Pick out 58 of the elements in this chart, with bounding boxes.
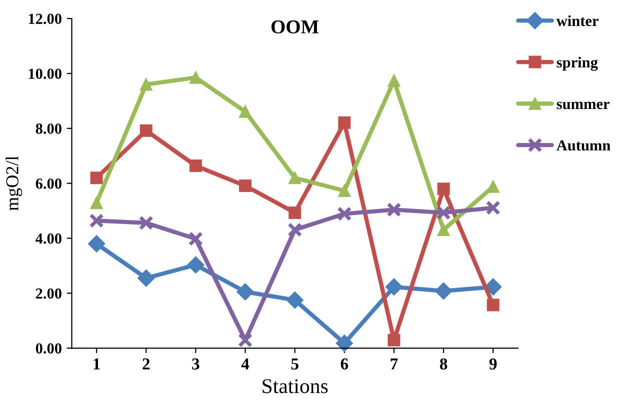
point <box>336 334 353 352</box>
point <box>437 182 450 196</box>
point <box>238 332 253 348</box>
point <box>435 282 452 300</box>
point <box>338 116 351 129</box>
point <box>338 184 351 198</box>
x-tick-label: 8 <box>440 358 448 370</box>
point <box>90 172 103 184</box>
point <box>486 200 500 216</box>
point <box>437 224 450 236</box>
legend-label: summer <box>556 102 610 110</box>
point <box>189 160 202 172</box>
y-tick-label: 8.00 <box>36 124 62 134</box>
x-tick-label: 1 <box>94 358 100 370</box>
point <box>189 71 202 84</box>
y-tick-label: 4.00 <box>36 233 62 244</box>
y-tick-label: 10.00 <box>28 68 62 79</box>
y-axis-title: mgO2/l <box>6 156 22 211</box>
point <box>388 74 400 87</box>
legend-label: Autumn <box>556 140 610 151</box>
point <box>140 124 152 137</box>
point <box>484 278 502 296</box>
point <box>138 270 155 287</box>
point <box>239 105 252 118</box>
point <box>88 235 106 252</box>
point <box>486 298 500 312</box>
legend-label: winter <box>556 15 598 26</box>
point <box>187 256 204 274</box>
point <box>138 216 154 230</box>
x-tick-label: 2 <box>142 358 150 370</box>
point <box>89 213 104 228</box>
point <box>288 206 302 219</box>
y-tick-label: 12.00 <box>28 14 62 24</box>
point <box>239 180 252 192</box>
point <box>286 292 304 309</box>
x-tick-label: 6 <box>340 358 348 370</box>
point <box>337 206 352 222</box>
point <box>140 78 152 91</box>
y-tick-label: 0.00 <box>36 343 62 354</box>
x-tick-label: 4 <box>241 358 250 370</box>
x-tick-label: 5 <box>291 358 298 370</box>
x-tick-label: 3 <box>192 358 200 370</box>
x-axis-title: Stations <box>262 379 328 394</box>
point <box>90 196 103 210</box>
chart-title: OOM <box>271 20 319 34</box>
point <box>436 205 451 220</box>
y-tick-label: 2.00 <box>36 288 62 299</box>
point <box>288 222 302 238</box>
point <box>386 202 402 217</box>
point <box>288 172 302 184</box>
x-tick-label: 7 <box>390 358 398 370</box>
legend-label: spring <box>556 56 598 71</box>
point <box>188 232 203 246</box>
y-tick-label: 6.00 <box>36 178 62 189</box>
point <box>385 278 403 296</box>
x-tick-label: 9 <box>489 358 497 370</box>
point <box>236 283 254 300</box>
point <box>388 334 400 346</box>
